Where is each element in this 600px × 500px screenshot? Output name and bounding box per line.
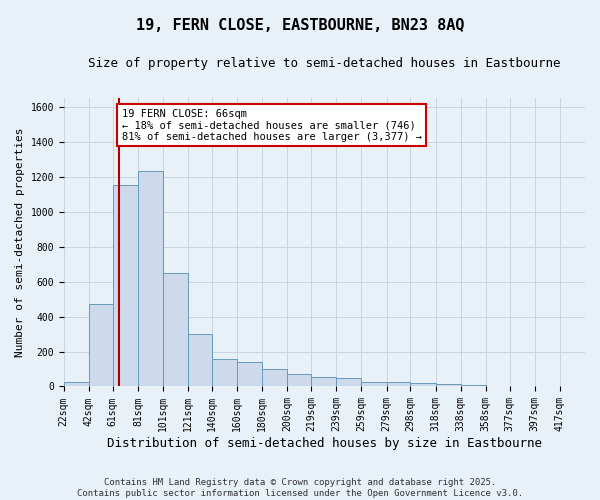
Bar (262, 369, 287, 386)
X-axis label: Distribution of semi-detached houses by size in Eastbourne: Distribution of semi-detached houses by … (107, 437, 542, 450)
Bar (410, 384, 436, 386)
Bar (436, 384, 461, 386)
Y-axis label: Number of semi-detached properties: Number of semi-detached properties (15, 128, 25, 357)
Bar (212, 360, 237, 386)
Bar (138, 172, 163, 386)
Bar (361, 382, 386, 386)
Bar (113, 186, 138, 386)
Bar (163, 273, 188, 386)
Bar (237, 362, 262, 386)
Bar (337, 378, 361, 386)
Bar (461, 385, 486, 386)
Title: Size of property relative to semi-detached houses in Eastbourne: Size of property relative to semi-detach… (88, 58, 560, 70)
Bar (188, 334, 212, 386)
Bar (386, 382, 410, 386)
Text: 19 FERN CLOSE: 66sqm
← 18% of semi-detached houses are smaller (746)
81% of semi: 19 FERN CLOSE: 66sqm ← 18% of semi-detac… (122, 108, 422, 142)
Bar (64, 382, 89, 386)
Text: 19, FERN CLOSE, EASTBOURNE, BN23 8AQ: 19, FERN CLOSE, EASTBOURNE, BN23 8AQ (136, 18, 464, 32)
Bar (311, 377, 337, 386)
Bar (89, 304, 113, 386)
Bar (287, 374, 311, 386)
Text: Contains HM Land Registry data © Crown copyright and database right 2025.
Contai: Contains HM Land Registry data © Crown c… (77, 478, 523, 498)
